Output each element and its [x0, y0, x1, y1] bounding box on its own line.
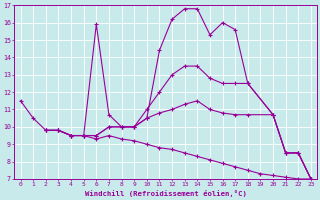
X-axis label: Windchill (Refroidissement éolien,°C): Windchill (Refroidissement éolien,°C) [85, 190, 247, 197]
